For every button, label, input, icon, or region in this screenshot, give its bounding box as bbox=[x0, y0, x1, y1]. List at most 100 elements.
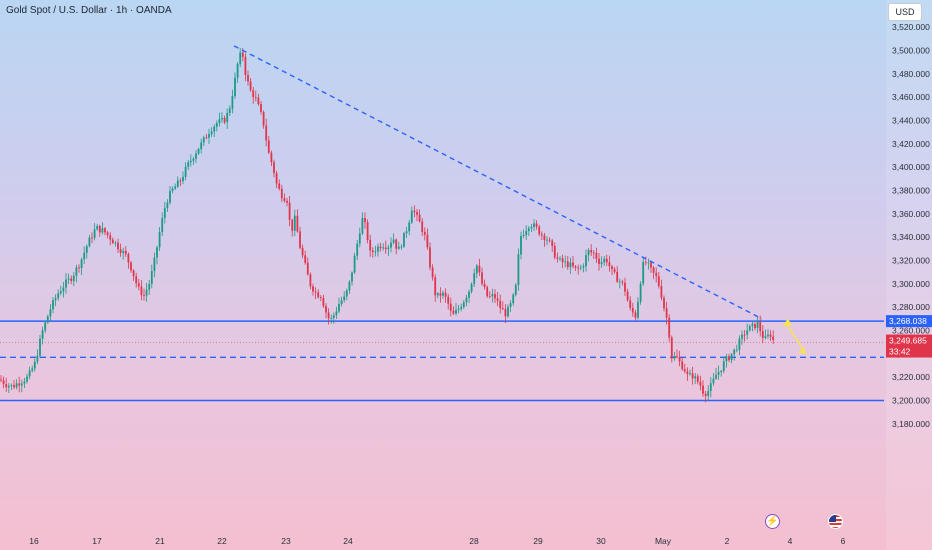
candle-body bbox=[704, 393, 707, 396]
candle-body bbox=[72, 275, 75, 281]
candle-body bbox=[96, 226, 99, 230]
candle-body bbox=[57, 293, 60, 299]
price-label-box bbox=[886, 315, 932, 328]
candle-body bbox=[569, 262, 572, 268]
candle-body bbox=[520, 235, 522, 255]
candle-body bbox=[715, 374, 717, 379]
candle-body bbox=[299, 231, 301, 248]
candle-body bbox=[603, 258, 606, 263]
candle-body bbox=[668, 317, 671, 338]
y-tick-label: 3,500.000 bbox=[892, 46, 930, 56]
candle-body bbox=[670, 337, 673, 359]
candle-body bbox=[67, 278, 70, 280]
candle-body bbox=[202, 137, 205, 143]
candle-body bbox=[743, 334, 746, 336]
candle-body bbox=[533, 223, 535, 227]
candle-body bbox=[676, 356, 678, 357]
candle-body bbox=[221, 118, 223, 120]
candle-body bbox=[384, 247, 387, 250]
candle-body bbox=[592, 252, 595, 254]
candle-body bbox=[644, 261, 647, 263]
candle-body bbox=[283, 198, 286, 201]
candle-body bbox=[465, 297, 468, 303]
candle-body bbox=[239, 52, 242, 64]
candle-body bbox=[699, 381, 702, 386]
candle-body bbox=[717, 372, 720, 375]
candle-body bbox=[392, 239, 395, 243]
candle-body bbox=[728, 356, 730, 361]
candle-body bbox=[754, 323, 756, 329]
candle-body bbox=[273, 162, 275, 174]
candle-body bbox=[579, 267, 582, 269]
y-tick-label: 3,420.000 bbox=[892, 139, 930, 149]
y-tick-label: 3,320.000 bbox=[892, 256, 930, 266]
candle-body bbox=[54, 298, 57, 301]
candle-body bbox=[772, 336, 775, 340]
candle-body bbox=[148, 283, 151, 290]
us-flag-icon[interactable] bbox=[828, 514, 843, 529]
candle-body bbox=[572, 262, 574, 267]
candle-body bbox=[351, 272, 353, 282]
candle-body bbox=[182, 176, 184, 182]
candle-body bbox=[665, 308, 668, 318]
candle-body bbox=[70, 278, 73, 281]
price-axis-layer: 3,520.000 3,500.000 3,480.000 3,460.000 3,44… bbox=[886, 0, 932, 550]
candle-body bbox=[184, 166, 187, 177]
candle-body bbox=[371, 250, 374, 252]
x-tick-label: 24 bbox=[343, 536, 353, 546]
y-tick-label: 3,360.000 bbox=[892, 209, 930, 219]
candle-body bbox=[262, 111, 265, 126]
currency-button[interactable]: USD bbox=[888, 3, 922, 21]
x-tick-label: 2 bbox=[725, 536, 730, 546]
candle-body bbox=[647, 262, 650, 264]
candle-body bbox=[18, 383, 21, 386]
candle-body bbox=[470, 283, 473, 292]
candle-body bbox=[319, 297, 322, 298]
symbol-title: Gold Spot / U.S. Dollar · 1h · OANDA bbox=[6, 5, 172, 16]
candle-body bbox=[655, 272, 658, 277]
candle-body bbox=[735, 349, 738, 351]
candle-body bbox=[44, 322, 47, 331]
candle-body bbox=[65, 279, 67, 288]
candle-body bbox=[707, 390, 710, 396]
candle-body bbox=[361, 218, 364, 234]
candle-body bbox=[62, 287, 65, 292]
candle-body bbox=[98, 226, 101, 233]
lightning-bolt-icon[interactable]: ⚡ bbox=[765, 514, 780, 529]
candle-body bbox=[725, 356, 728, 362]
candle-body bbox=[457, 308, 460, 310]
price-label-text: 3,268.038 bbox=[889, 316, 927, 326]
candle-body bbox=[551, 240, 554, 246]
candle-body bbox=[189, 160, 192, 163]
candle-body bbox=[270, 152, 273, 163]
candle-body bbox=[657, 276, 660, 287]
candle-body bbox=[249, 81, 252, 91]
candle-body bbox=[488, 296, 491, 297]
y-tick-label: 3,220.000 bbox=[892, 372, 930, 382]
candle-body bbox=[39, 338, 41, 356]
candle-body bbox=[626, 291, 629, 301]
candle-body bbox=[468, 291, 470, 298]
candle-body bbox=[530, 226, 533, 229]
candle-body bbox=[730, 354, 733, 361]
candle-body bbox=[332, 315, 335, 319]
candle-body bbox=[720, 370, 723, 373]
candle-body bbox=[590, 250, 593, 253]
y-tick-label: 3,380.000 bbox=[892, 186, 930, 196]
candle-body bbox=[137, 283, 140, 287]
candle-body bbox=[473, 273, 476, 284]
candle-body bbox=[574, 266, 577, 268]
candles-layer bbox=[0, 47, 775, 403]
candle-body bbox=[5, 384, 8, 388]
candle-body bbox=[46, 316, 49, 323]
candle-body bbox=[187, 162, 190, 167]
candle-body bbox=[751, 323, 754, 326]
candle-body bbox=[150, 271, 153, 284]
candle-body bbox=[356, 243, 359, 256]
candle-body bbox=[228, 108, 231, 113]
candle-body bbox=[306, 262, 309, 275]
candle-body bbox=[660, 286, 663, 298]
candle-body bbox=[624, 282, 626, 292]
candle-body bbox=[600, 262, 603, 265]
